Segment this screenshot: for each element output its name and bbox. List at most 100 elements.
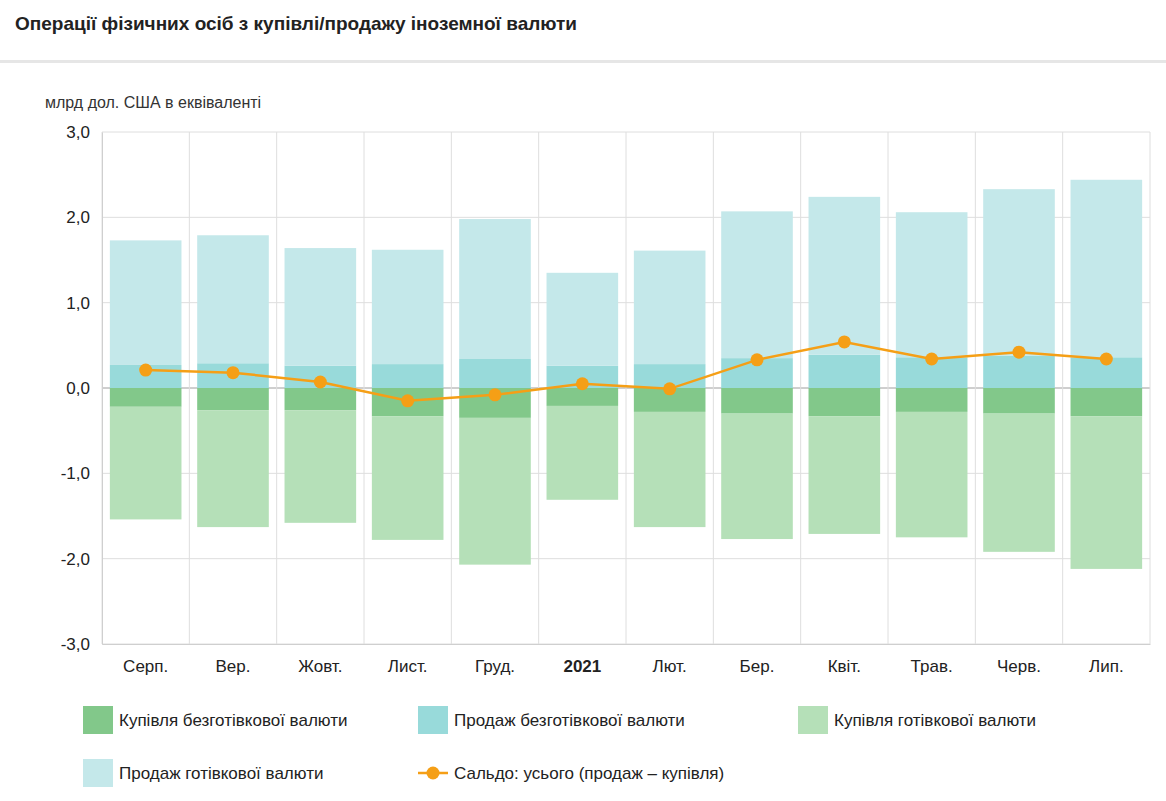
line-marker — [838, 335, 851, 348]
legend-label: Продаж готівкової валюти — [119, 764, 323, 783]
x-tick: Серп. — [123, 644, 168, 676]
category-separator — [1062, 132, 1063, 644]
x-tick: Трав. — [911, 644, 953, 676]
bar — [721, 414, 793, 539]
x-tick: Груд. — [475, 644, 515, 676]
chart: Операції фізичних осіб з купівлі/продажу… — [0, 0, 1166, 801]
line-marker — [663, 382, 676, 395]
line-marker — [314, 376, 327, 389]
line — [146, 342, 1107, 401]
bar — [110, 388, 182, 407]
legend-marker — [427, 767, 440, 780]
bar — [983, 356, 1055, 388]
bar — [634, 412, 706, 527]
x-tick: Черв. — [997, 644, 1041, 676]
legend-item: Продаж готівкової валюти — [83, 759, 323, 787]
legend-label: Продаж безготівкової валюти — [454, 711, 685, 730]
line-marker — [139, 364, 152, 377]
x-tick-label: Серп. — [123, 657, 168, 676]
y-tick: 2,0 — [66, 208, 102, 227]
legend: Купівля безготівкової валюти Продаж безго… — [83, 706, 1036, 787]
bar — [459, 418, 531, 565]
bar — [285, 248, 357, 366]
bar — [372, 416, 444, 540]
category-separator — [451, 132, 452, 644]
bar — [721, 388, 793, 414]
bar — [983, 189, 1055, 355]
x-tick-label: Квіт. — [828, 657, 861, 676]
category-separator — [189, 132, 190, 644]
bar — [285, 366, 357, 388]
bar — [1071, 388, 1143, 416]
category-separator — [626, 132, 627, 644]
x-tick: Лист. — [388, 644, 428, 676]
bar — [896, 412, 968, 537]
bar — [983, 414, 1055, 552]
x-tick-label: Трав. — [911, 657, 953, 676]
bar — [197, 410, 269, 527]
y-tick-label: 3,0 — [66, 123, 90, 142]
bar — [547, 388, 619, 406]
legend-item: Купівля готівкової валюти — [798, 706, 1036, 734]
bar — [896, 212, 968, 357]
bar — [372, 388, 444, 416]
line-marker — [751, 353, 764, 366]
legend-item: Продаж безготівкової валюти — [418, 706, 685, 734]
x-tick: Лип. — [1089, 644, 1124, 676]
legend-label: Купівля готівкової валюти — [834, 711, 1036, 730]
y-tick-label: -3,0 — [61, 635, 90, 654]
legend-item: Купівля безготівкової валюти — [83, 706, 348, 734]
x-tick-label: Бер. — [740, 657, 775, 676]
bar — [285, 388, 357, 410]
y-tick: -3,0 — [61, 635, 102, 654]
bar — [110, 240, 182, 365]
y-tick: 0,0 — [66, 379, 102, 398]
bar — [983, 388, 1055, 414]
legend-swatch — [83, 706, 113, 734]
bar — [547, 273, 619, 366]
bar — [896, 388, 968, 412]
line-marker — [1013, 346, 1026, 359]
y-tick-label: -2,0 — [61, 550, 90, 569]
bar — [634, 251, 706, 364]
y-tick: 3,0 — [66, 123, 102, 142]
bar-series — [110, 406, 1142, 569]
x-tick: Бер. — [740, 644, 775, 676]
bar — [721, 211, 793, 358]
x-tick: 2021 — [563, 644, 601, 676]
x-tick: Квіт. — [828, 644, 861, 676]
x-tick-label: Груд. — [475, 657, 515, 676]
bar — [197, 388, 269, 410]
bar — [110, 407, 182, 520]
category-separator — [800, 132, 801, 644]
y-tick-label: -1,0 — [61, 464, 90, 483]
grid — [102, 132, 1150, 644]
x-tick-label: Черв. — [997, 657, 1041, 676]
y-tick-label: 2,0 — [66, 208, 90, 227]
category-separator — [888, 132, 889, 644]
y-tick: 1,0 — [66, 294, 102, 313]
legend-label: Сальдо: усього (продаж – купівля) — [454, 764, 724, 783]
x-tick-label: Лист. — [388, 657, 428, 676]
x-tick: Вер. — [216, 644, 251, 676]
y-axis: 3,0 2,0 1,0 0,0 -1,0 -2,0 -3,0 — [61, 123, 103, 654]
x-tick-label: Лют. — [653, 657, 687, 676]
category-separator — [1150, 132, 1151, 644]
legend-label: Купівля безготівкової валюти — [119, 711, 348, 730]
bar — [809, 416, 881, 534]
bar — [459, 359, 531, 388]
bar-series — [110, 180, 1142, 366]
y-tick: -2,0 — [61, 550, 102, 569]
marks — [110, 180, 1142, 569]
y-tick: -1,0 — [61, 464, 102, 483]
legend-swatch — [798, 706, 828, 734]
bar — [372, 250, 444, 364]
line-marker — [925, 352, 938, 365]
bar — [809, 197, 881, 355]
x-tick-label: Жовт. — [298, 657, 342, 676]
x-tick-label: Лип. — [1089, 657, 1124, 676]
title: Операції фізичних осіб з купівлі/продажу… — [15, 13, 577, 34]
x-axis-line — [103, 644, 1151, 645]
x-axis: Серп. Вер. Жовт. Лист. Груд. 2021 Лют. Бер. Квіт… — [103, 644, 1151, 676]
category-separator — [975, 132, 976, 644]
